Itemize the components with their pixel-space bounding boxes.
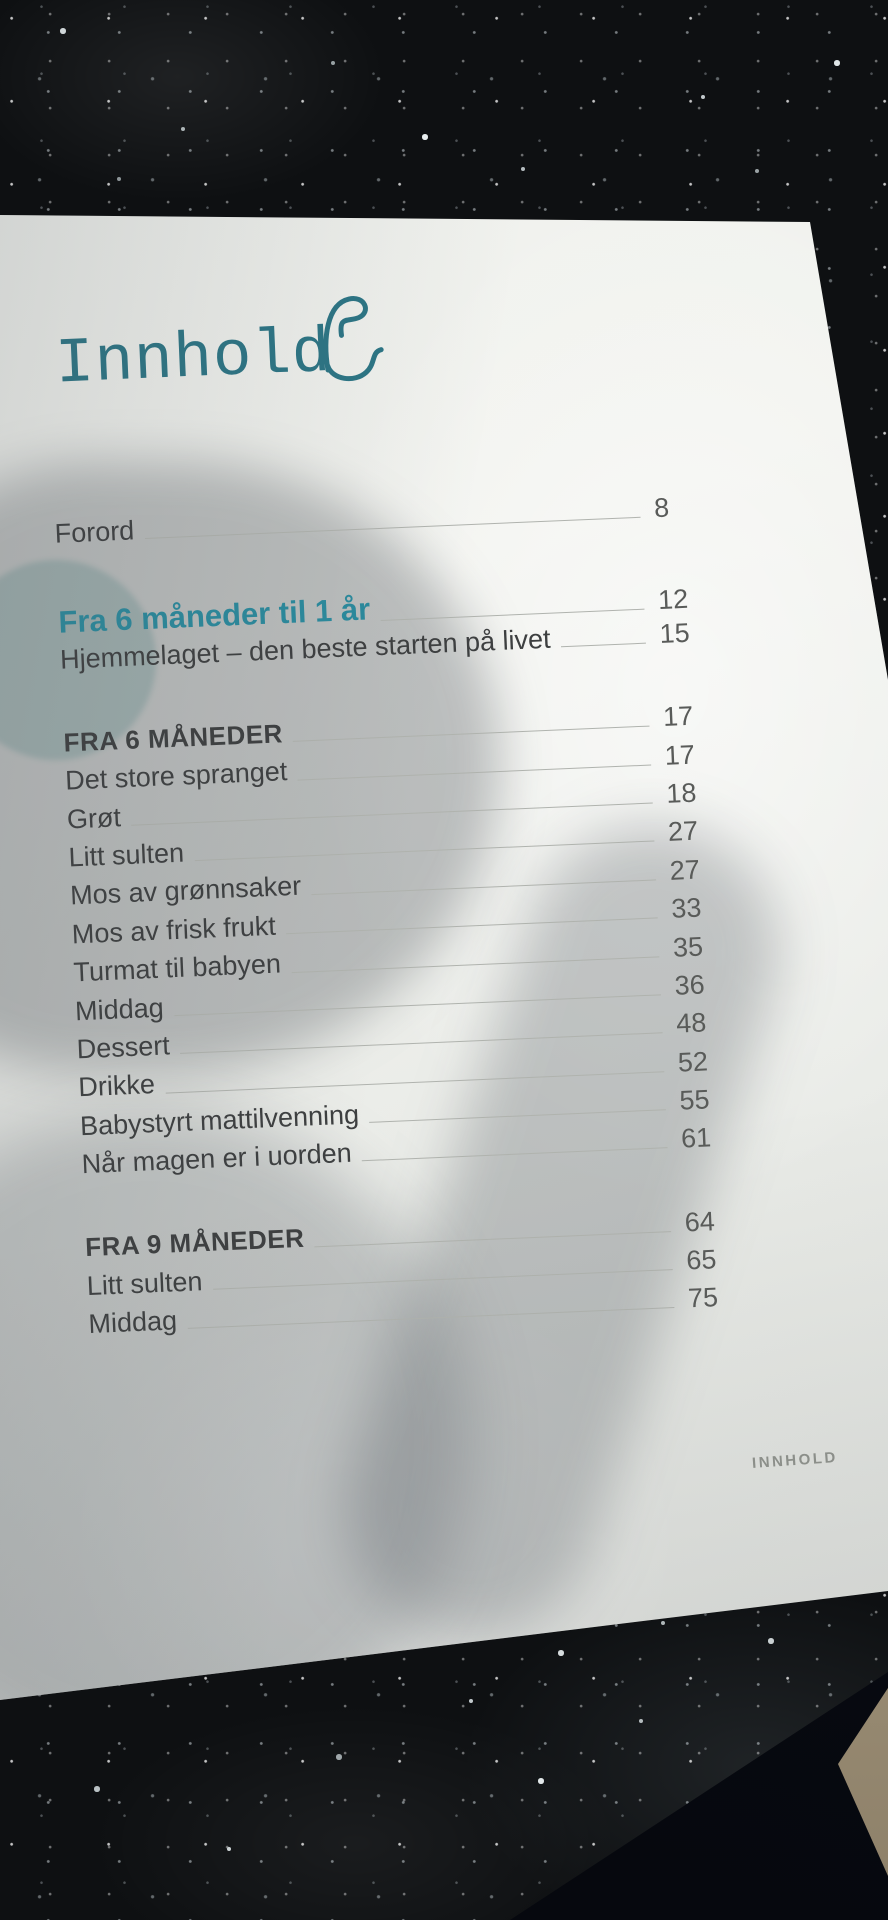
running-footer: INNHOLD <box>751 1449 839 1472</box>
toc-row: Forord 8 <box>54 490 711 550</box>
leader-line <box>361 1147 668 1162</box>
toc-entry-page-number: 18 <box>665 777 698 809</box>
leader-line <box>144 517 641 540</box>
toc-entry-page-number: 75 <box>687 1282 719 1314</box>
toc-entry-page-number: 15 <box>658 617 691 650</box>
toc-entry-page-number: 55 <box>678 1084 711 1116</box>
toc-entry-page-number: 61 <box>680 1122 712 1155</box>
toc-entry-label: Litt sulten <box>86 1265 204 1301</box>
leader-line <box>286 917 658 935</box>
toc-entry-label: Litt sulten <box>67 837 185 873</box>
printed-content: Innhold Forord 8 Fra 6 måneder til 1 år 12 H… <box>46 296 745 1341</box>
leader-line <box>311 879 657 895</box>
table-of-contents: Forord 8 Fra 6 måneder til 1 år 12 Hjemmelag… <box>54 490 745 1341</box>
leader-line <box>560 642 646 648</box>
toc-entry-label: Turmat til babyen <box>72 948 282 988</box>
toc-entry-label: Babystyrt mattilvenning <box>79 1099 360 1141</box>
toc-entry-label: Middag <box>87 1305 178 1340</box>
leader-line <box>380 608 645 621</box>
toc-entry-page-number: 27 <box>667 815 699 848</box>
toc-entry-page-number: 64 <box>684 1205 716 1238</box>
leader-line <box>291 955 660 973</box>
toc-entry-page-number: 48 <box>675 1007 707 1039</box>
toc-entry-page-number: 27 <box>669 854 701 886</box>
toc-entry-page-number: 65 <box>685 1244 718 1276</box>
toc-entry-label: Middag <box>74 992 165 1026</box>
toc-entry-page-number: 35 <box>672 930 704 963</box>
leader-line <box>297 764 652 781</box>
toc-entry-label: FRA 6 MÅNEDER <box>63 718 284 758</box>
toc-entry-label: Mos av frisk frukt <box>71 910 277 950</box>
toc-entry-label: FRA 9 MÅNEDER <box>84 1223 306 1263</box>
leader-line <box>314 1230 672 1247</box>
toc-entry-page-number: 17 <box>664 739 696 771</box>
page-title-text: Innhold <box>53 317 333 402</box>
toc-entry-page-number: 8 <box>653 492 670 524</box>
toc-entry-page-number: 36 <box>673 969 706 1001</box>
toc-entry-label: Mos av grønnsaker <box>69 870 302 911</box>
toc-entry-page-number: 17 <box>662 700 694 733</box>
leader-line <box>293 725 650 742</box>
granite-speckles-bottom <box>0 0 2 2</box>
page-title: Innhold <box>53 296 704 402</box>
toc-entry-label: Når magen er i uorden <box>81 1137 353 1180</box>
toc-entry-label: Forord <box>54 515 135 549</box>
teal-circle-decoration <box>0 560 156 760</box>
toc-entry-label: Dessert <box>76 1030 171 1065</box>
leader-line <box>369 1109 666 1123</box>
toc-entry-page-number: 33 <box>670 892 702 924</box>
toc-entry-page-number: 52 <box>677 1046 709 1078</box>
toc-entry-label: Grøt <box>66 801 122 835</box>
toc-entry-page-number: 12 <box>657 583 689 615</box>
toc-entry-label: Drikke <box>77 1069 156 1103</box>
toc-entry-label: Det store spranget <box>64 756 288 796</box>
title-swirl-decoration <box>311 289 412 409</box>
